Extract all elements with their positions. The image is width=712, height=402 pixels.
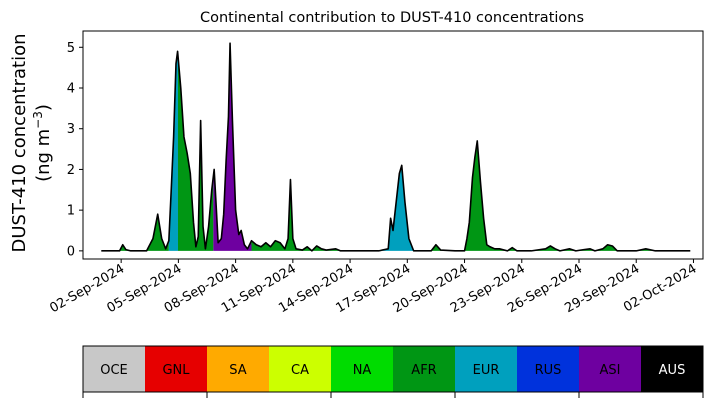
chart-title: Continental contribution to DUST-410 con… xyxy=(200,10,584,26)
legend-swatch-na xyxy=(331,346,394,392)
y-ticks: 0 1 2 3 4 5 xyxy=(67,41,83,259)
legend-label-aus: AUS xyxy=(659,363,686,378)
y-axis-unit-exponent: −3 xyxy=(31,111,45,129)
legend-swatch-afr xyxy=(393,346,456,392)
area-segment-5 xyxy=(350,165,422,251)
area-segment-4 xyxy=(251,179,351,251)
y-axis-unit-base: (ng m xyxy=(33,129,54,182)
area-segment-6 xyxy=(421,140,691,251)
legend-swatch-aus xyxy=(641,346,704,392)
legend-swatch-asi xyxy=(579,346,642,392)
legend-swatch-eur xyxy=(455,346,518,392)
legend-frame xyxy=(82,345,704,393)
legend-swatch-sa xyxy=(207,346,270,392)
legend-colorbar: OCE GNL SA CA NA AFR EUR RUS ASI AUS xyxy=(82,345,704,398)
y-axis-label-line1: DUST-410 concentration xyxy=(9,33,30,252)
y-tick-label: 3 xyxy=(67,122,75,137)
y-tick-label: 4 xyxy=(67,82,75,97)
legend-swatch-ca xyxy=(269,346,332,392)
legend-label-asi: ASI xyxy=(600,363,621,378)
legend-label-na: NA xyxy=(353,363,372,378)
y-tick-label: 2 xyxy=(67,163,75,178)
legend-label-gnl: GNL xyxy=(162,363,190,378)
area-segment-3 xyxy=(213,43,252,251)
y-axis-unit-close: ) xyxy=(33,104,54,111)
y-axis-label-line2: (ng m−3) xyxy=(31,104,54,182)
legend-label-sa: SA xyxy=(229,363,246,378)
legend-label-rus: RUS xyxy=(535,363,562,378)
total-line xyxy=(101,42,691,252)
legend-label-eur: EUR xyxy=(473,363,500,378)
legend-label-afr: AFR xyxy=(411,363,436,378)
y-tick-label: 0 xyxy=(67,244,75,259)
legend-swatch-rus xyxy=(517,346,580,392)
legend-swatch-oce xyxy=(83,346,146,392)
y-tick-label: 5 xyxy=(67,41,75,56)
y-axis-label: DUST-410 concentration (ng m−3) xyxy=(9,33,54,252)
y-tick-label: 1 xyxy=(67,204,75,219)
x-ticks: 02-Sep-202405-Sep-202408-Sep-202411-Sep-… xyxy=(47,259,699,316)
legend-label-ca: CA xyxy=(291,363,309,378)
legend-label-oce: OCE xyxy=(100,363,128,378)
legend-swatch-gnl xyxy=(145,346,208,392)
plot-area xyxy=(101,42,691,252)
area-segment-2 xyxy=(177,55,214,251)
plot-frame xyxy=(82,30,704,260)
